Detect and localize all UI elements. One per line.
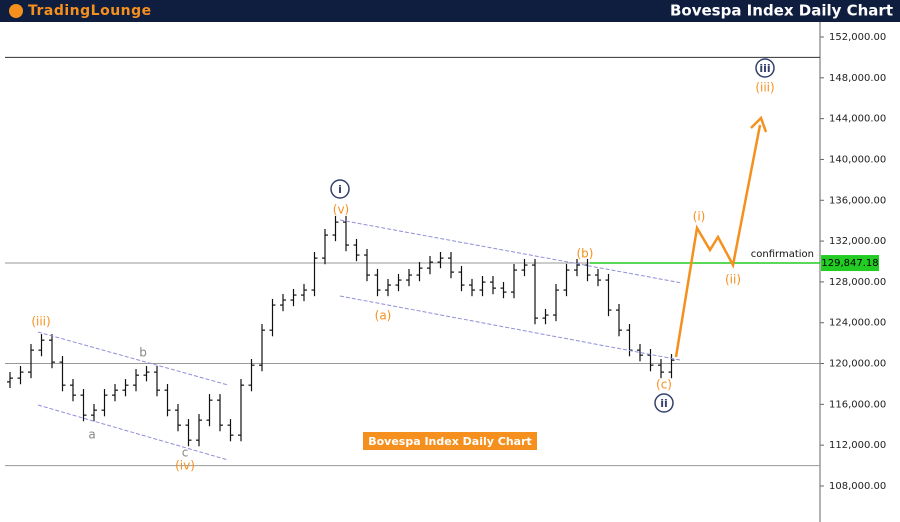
wave-label: (iii) xyxy=(755,81,774,95)
price-label-box xyxy=(821,255,879,272)
confirmation-label: confirmation xyxy=(751,249,814,260)
channel-line xyxy=(37,404,229,461)
chart-tag-box xyxy=(363,432,537,450)
wave-label: iii xyxy=(759,62,770,75)
y-tick-label: 116,000.00 xyxy=(829,399,886,410)
channel-line xyxy=(339,219,683,284)
y-tick-label: 152,000.00 xyxy=(829,32,886,43)
wave-label: (c) xyxy=(656,378,672,392)
channels xyxy=(37,219,683,461)
wave-label: (i) xyxy=(693,210,706,224)
y-tick-label: 144,000.00 xyxy=(829,114,886,125)
y-tick-label: 128,000.00 xyxy=(829,277,886,288)
y-tick-label: 108,000.00 xyxy=(829,481,886,492)
y-tick-label: 120,000.00 xyxy=(829,359,886,370)
y-tick-label: 148,000.00 xyxy=(829,73,886,84)
y-tick-label: 132,000.00 xyxy=(829,236,886,247)
y-tick-label: 124,000.00 xyxy=(829,318,886,329)
wave-label: i xyxy=(338,183,342,196)
y-tick-label: 112,000.00 xyxy=(829,440,886,451)
wave-circle xyxy=(330,179,350,199)
logo: TradingLounge xyxy=(28,3,152,19)
wave-circle xyxy=(755,58,775,78)
wave-label: b xyxy=(139,346,147,360)
plot xyxy=(5,36,824,487)
wave-label: (b) xyxy=(577,247,594,261)
chart-title: Bovespa Index Daily Chart xyxy=(670,2,893,20)
channel-line xyxy=(37,331,229,386)
wave-label: c xyxy=(182,446,189,460)
wave-label: (ii) xyxy=(725,273,741,287)
y-tick-label: 136,000.00 xyxy=(829,195,886,206)
logo-icon xyxy=(9,4,23,18)
projection-path xyxy=(674,124,762,358)
chart-tag: Bovespa Index Daily Chart xyxy=(368,435,532,448)
wave-label: a xyxy=(88,428,95,442)
header-bar xyxy=(0,0,900,22)
price-label: 129,847.18 xyxy=(821,258,878,269)
channel-line xyxy=(339,295,681,361)
wave-label: ii xyxy=(660,397,668,410)
wave-label: (iv) xyxy=(175,459,195,473)
y-tick-label: 140,000.00 xyxy=(829,154,886,165)
projection-arrowhead xyxy=(750,115,768,133)
wave-label: (a) xyxy=(375,309,392,323)
wave-circle xyxy=(654,393,674,413)
wave-label: (iii) xyxy=(31,315,50,329)
wave-label: (v) xyxy=(333,203,349,217)
